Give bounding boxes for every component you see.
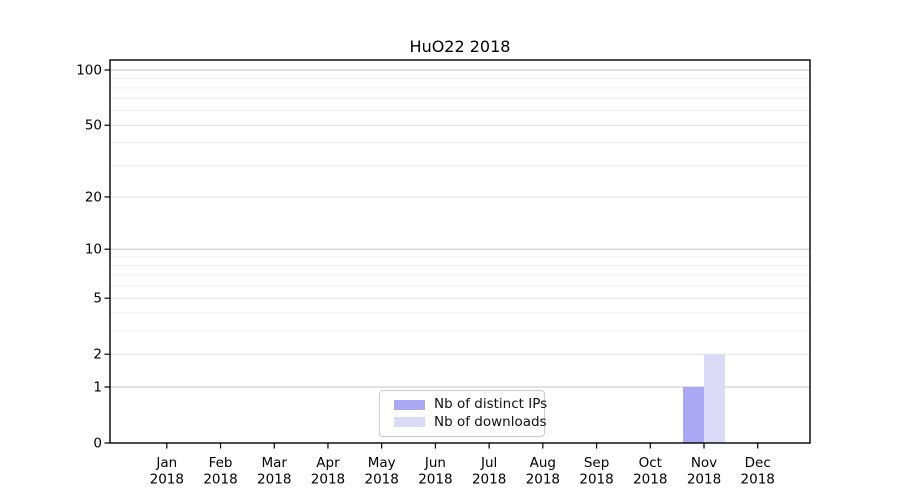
bar-nov-distinct-ips: [683, 386, 704, 443]
x-tick-label: Oct 2018: [633, 455, 667, 488]
y-tick-label: 20: [85, 189, 102, 205]
legend-swatch-downloads-icon: [394, 417, 425, 428]
x-tick-label: Jul 2018: [472, 455, 506, 488]
legend: Nb of distinct IPs Nb of downloads: [379, 390, 548, 437]
x-tick-label: May 2018: [365, 455, 399, 488]
y-tick-label: 100: [76, 63, 102, 79]
legend-swatch-distinct-ips-icon: [394, 399, 425, 410]
y-tick-label: 0: [93, 436, 102, 452]
y-tick-label: 10: [85, 242, 102, 258]
legend-row-downloads: Nb of downloads: [394, 413, 547, 430]
y-tick-label: 2: [93, 347, 102, 363]
x-tick-label: Sep 2018: [579, 455, 613, 488]
legend-label-distinct-ips: Nb of distinct IPs: [434, 396, 548, 412]
x-tick-label: Feb 2018: [203, 455, 237, 488]
legend-row-distinct-ips: Nb of distinct IPs: [394, 396, 548, 412]
x-tick-label: Nov 2018: [687, 455, 721, 488]
x-tick-label: Aug 2018: [526, 455, 560, 488]
x-tick-label: Jun 2018: [418, 455, 452, 488]
x-tick-label: Dec 2018: [741, 455, 775, 488]
y-tick-label: 50: [85, 118, 102, 134]
x-tick-label: Jan 2018: [150, 455, 184, 488]
x-tick-label: Mar 2018: [257, 455, 291, 488]
bar-nov-downloads: [704, 354, 725, 443]
y-tick-label: 5: [93, 291, 102, 307]
chart-title: HuO22 2018: [409, 37, 511, 56]
legend-label-downloads: Nb of downloads: [434, 413, 547, 430]
x-tick-label: Apr 2018: [311, 455, 345, 488]
y-tick-label: 1: [93, 379, 102, 395]
plot-border: [109, 59, 811, 444]
